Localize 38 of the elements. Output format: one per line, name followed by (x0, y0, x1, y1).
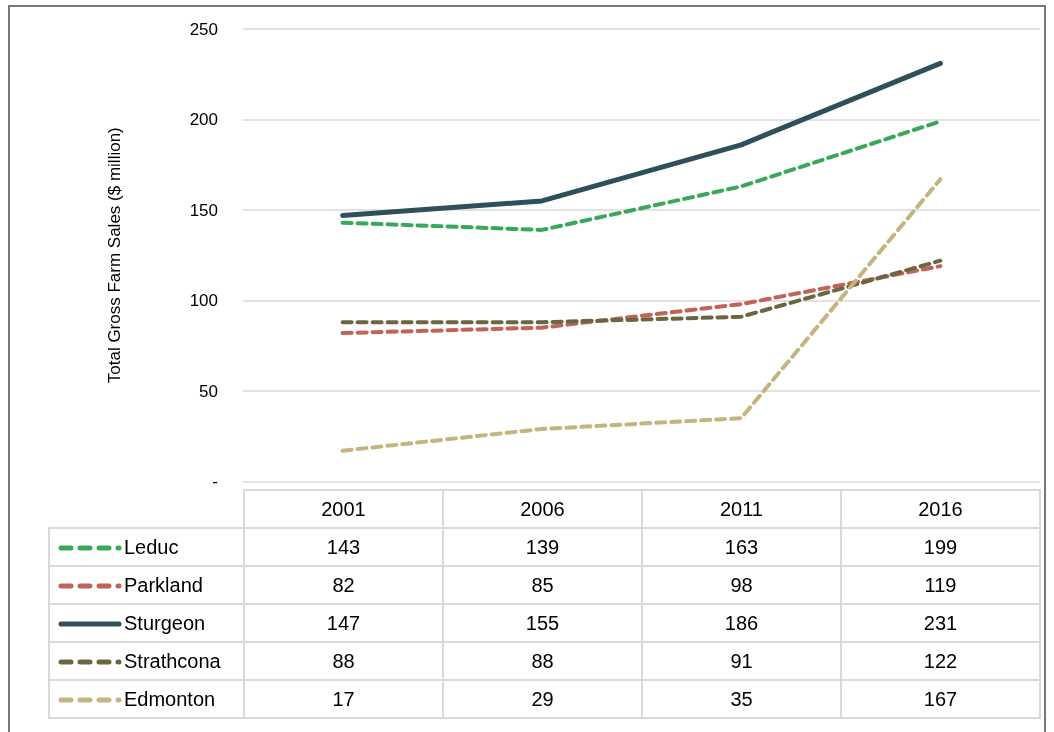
line-series (340, 177, 943, 453)
x-tick-label: 2011 (642, 490, 841, 528)
data-label: 119 (841, 566, 1040, 604)
data-label: 29 (443, 680, 642, 718)
x-tick-label: 2006 (443, 490, 642, 528)
line-series (340, 264, 943, 336)
legend-label: Parkland (124, 573, 203, 596)
legend-label: Sturgeon (124, 611, 206, 634)
data-label: 147 (244, 604, 443, 642)
y-tick-label: 250 (189, 19, 218, 39)
legend-label: Strathcona (124, 649, 221, 672)
data-label: 82 (244, 566, 443, 604)
legend-label: Edmonton (124, 687, 216, 710)
x-tick-label: 2001 (244, 490, 443, 528)
data-label: 231 (841, 604, 1040, 642)
y-axis-title: Total Gross Farm Sales ($ million) (105, 127, 124, 384)
y-tick-label: 200 (189, 110, 218, 129)
data-label: 122 (841, 642, 1040, 680)
y-tick-label: 150 (189, 200, 218, 220)
data-label: 139 (443, 528, 642, 566)
data-label: 17 (244, 680, 443, 718)
data-label: 88 (244, 642, 443, 680)
data-label: 143 (244, 528, 443, 566)
data-label: 88 (443, 642, 642, 680)
y-tick-label: 100 (189, 291, 218, 310)
y-tick-label: - (212, 472, 218, 491)
data-label: 98 (642, 566, 841, 604)
data-label: 91 (642, 642, 841, 680)
data-label: 167 (841, 680, 1040, 718)
x-tick-label: 2016 (841, 490, 1040, 528)
data-label: 199 (841, 528, 1040, 566)
data-label: 186 (642, 604, 841, 642)
data-label: 155 (443, 604, 642, 642)
legend-label: Leduc (124, 535, 179, 558)
data-label: 35 (642, 680, 841, 718)
data-label: 85 (443, 566, 642, 604)
data-label: 163 (642, 528, 841, 566)
y-tick-label: 50 (199, 381, 218, 401)
